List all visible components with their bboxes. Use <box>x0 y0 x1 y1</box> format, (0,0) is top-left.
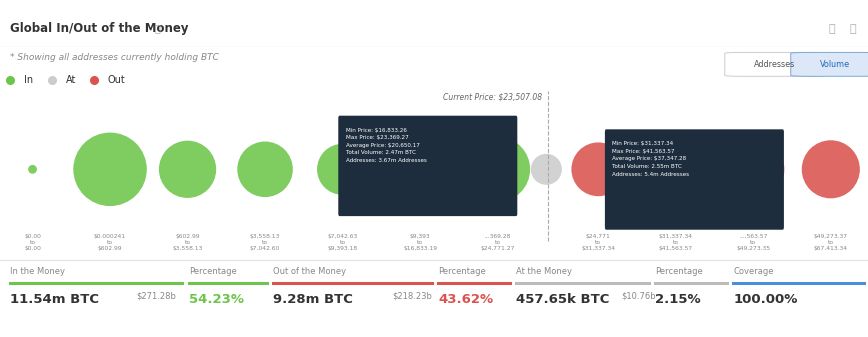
Text: Coverage: Coverage <box>733 267 774 276</box>
Text: Global In/Out of the Money: Global In/Out of the Money <box>10 22 189 35</box>
Text: ⬡: ⬡ <box>450 153 479 186</box>
Point <box>746 166 760 172</box>
Text: 9.28m BTC: 9.28m BTC <box>273 294 353 306</box>
Point <box>669 166 683 172</box>
Text: $3,558.13
to
$7,042.60: $3,558.13 to $7,042.60 <box>250 234 280 251</box>
Text: ⓘ: ⓘ <box>155 24 161 34</box>
Text: 2.15%: 2.15% <box>655 294 701 306</box>
Text: $9,393
to
$16,833.19: $9,393 to $16,833.19 <box>403 234 437 251</box>
Text: $218.23b: $218.23b <box>392 292 432 301</box>
Text: ⤢: ⤢ <box>850 24 857 34</box>
Point <box>103 166 117 172</box>
Text: At: At <box>66 75 76 85</box>
Point <box>591 166 605 172</box>
FancyBboxPatch shape <box>339 116 517 216</box>
Text: ...369.28
to
$24,771.27: ...369.28 to $24,771.27 <box>480 234 515 251</box>
Text: Current Price: $23,507.08: Current Price: $23,507.08 <box>443 93 542 102</box>
Text: $0.00
to
$0.00: $0.00 to $0.00 <box>24 234 41 251</box>
Text: $271.28b: $271.28b <box>136 292 176 301</box>
Text: Out of the Money: Out of the Money <box>273 267 346 276</box>
Text: ⬡: ⬡ <box>416 148 452 190</box>
Text: Percentage: Percentage <box>189 267 237 276</box>
Text: 11.54m BTC: 11.54m BTC <box>10 294 100 306</box>
Text: $7,042.63
to
$9,393.18: $7,042.63 to $9,393.18 <box>327 234 358 251</box>
Point <box>413 166 427 172</box>
Point <box>490 166 504 172</box>
Text: * Showing all addresses currently holding BTC: * Showing all addresses currently holdin… <box>10 53 220 62</box>
Point <box>336 166 350 172</box>
Text: In the Money: In the Money <box>10 267 65 276</box>
Point <box>539 166 553 172</box>
Text: ...,563.57
to
$49,273.35: ...,563.57 to $49,273.35 <box>736 234 771 251</box>
Text: Min Price: $31,337.34
Max Price: $41,563.57
Average Price: $37,347.28
Total Volu: Min Price: $31,337.34 Max Price: $41,563… <box>612 141 689 177</box>
FancyBboxPatch shape <box>791 53 868 76</box>
Text: $602.99
to
$3,558.13: $602.99 to $3,558.13 <box>173 234 203 251</box>
Text: $49,273.37
to
$67,413.34: $49,273.37 to $67,413.34 <box>813 234 848 251</box>
Text: Volume: Volume <box>820 60 850 69</box>
Text: 100.00%: 100.00% <box>733 294 798 306</box>
Point <box>258 166 272 172</box>
Text: Out: Out <box>108 75 125 85</box>
FancyBboxPatch shape <box>605 129 784 230</box>
Point <box>26 166 40 172</box>
Text: ⤓: ⤓ <box>828 24 835 34</box>
Text: $0.000241
to
$602.99: $0.000241 to $602.99 <box>94 234 126 251</box>
Text: 43.62%: 43.62% <box>438 294 494 306</box>
Text: 457.65k BTC: 457.65k BTC <box>516 294 610 306</box>
Point <box>824 166 838 172</box>
Point <box>181 166 194 172</box>
Text: $31,337.34
to
$41,563.57: $31,337.34 to $41,563.57 <box>659 234 693 251</box>
Text: $24,771
to
$31,337.34: $24,771 to $31,337.34 <box>582 234 615 251</box>
Text: $10.76b: $10.76b <box>621 292 656 301</box>
Text: Percentage: Percentage <box>655 267 703 276</box>
Text: Min Price: $16,833.26
Max Price: $23,369.27
Average Price: $20,650.17
Total Volu: Min Price: $16,833.26 Max Price: $23,369… <box>345 128 426 163</box>
Text: At the Money: At the Money <box>516 267 573 276</box>
Text: In: In <box>24 75 34 85</box>
Text: Percentage: Percentage <box>438 267 486 276</box>
Text: 54.23%: 54.23% <box>189 294 244 306</box>
FancyBboxPatch shape <box>725 53 825 76</box>
Text: Addresses: Addresses <box>754 60 795 69</box>
